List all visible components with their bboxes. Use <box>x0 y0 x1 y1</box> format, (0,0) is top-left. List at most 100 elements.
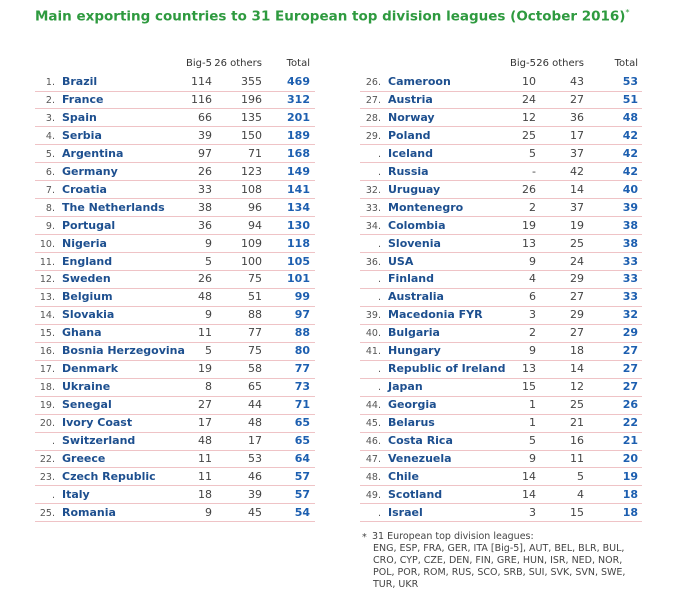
country: Ghana <box>62 326 102 340</box>
cell: 27 <box>570 92 584 106</box>
column-header: Total <box>286 58 310 69</box>
rank: 23. <box>39 471 55 483</box>
rank: 10. <box>39 238 55 250</box>
country: Senegal <box>62 398 112 412</box>
rank: . <box>377 166 381 178</box>
cell: 51 <box>622 92 638 106</box>
rank: 34. <box>365 220 381 232</box>
rank: 5. <box>45 148 55 160</box>
cell: 149 <box>287 164 310 178</box>
cell: 66 <box>198 110 212 124</box>
country: Ukraine <box>62 380 111 394</box>
row-separator <box>360 287 642 289</box>
cell: 29 <box>570 308 584 322</box>
rank: 7. <box>45 184 55 196</box>
cell: 105 <box>287 254 310 268</box>
country: Serbia <box>62 128 102 142</box>
rank: 11. <box>39 256 55 268</box>
footnote-mark: * <box>362 532 367 543</box>
cell: 26 <box>198 164 212 178</box>
cell: 25 <box>570 236 584 250</box>
rank: . <box>51 489 55 501</box>
cell: 24 <box>522 92 536 106</box>
row-separator <box>360 216 642 218</box>
rank: 39. <box>365 310 381 322</box>
cell: 134 <box>287 200 310 214</box>
row-separator <box>360 198 642 200</box>
cell: 57 <box>294 487 310 501</box>
cell: 2 <box>529 200 536 214</box>
row-separator <box>35 449 315 451</box>
cell: 2 <box>529 326 536 340</box>
row-separator <box>35 252 315 254</box>
cell: 29 <box>622 326 638 340</box>
row-separator <box>35 198 315 200</box>
country: Brazil <box>62 75 98 88</box>
rank: 8. <box>45 202 55 214</box>
row-separator <box>35 485 315 487</box>
title-wrap: Main exporting countries to 31 European … <box>35 6 629 24</box>
title: Main exporting countries to 31 European … <box>35 8 626 25</box>
rank: 13. <box>39 292 55 304</box>
cell: 168 <box>287 146 310 160</box>
rank: . <box>377 148 381 160</box>
cell: 36 <box>570 110 584 124</box>
cell: 33 <box>198 182 212 196</box>
cell: 51 <box>248 290 262 304</box>
cell: 48 <box>198 290 212 304</box>
cell: 11 <box>570 451 584 465</box>
country: Belarus <box>388 416 435 430</box>
rank: 19. <box>39 400 55 412</box>
rank: 14. <box>39 310 55 322</box>
row-separator <box>35 341 315 343</box>
country: Macedonia FYR <box>388 308 483 322</box>
row-separator <box>360 377 642 379</box>
cell: 12 <box>522 110 536 124</box>
country: Norway <box>388 110 435 124</box>
cell: 141 <box>287 182 310 196</box>
cell: 21 <box>622 434 638 447</box>
cell: 12 <box>570 380 584 394</box>
cell: 26 <box>622 398 638 412</box>
cell: 19 <box>622 469 638 483</box>
row-separator <box>360 162 642 164</box>
row-separator <box>360 108 642 110</box>
cell: 37 <box>570 146 584 160</box>
cell: 48 <box>248 416 262 430</box>
rank: . <box>377 274 381 286</box>
cell: 13 <box>522 236 536 250</box>
country: Argentina <box>62 146 124 160</box>
cell: 116 <box>191 92 212 106</box>
country: Israel <box>388 505 423 519</box>
cell: 19 <box>522 218 536 232</box>
cell: 19 <box>570 218 584 232</box>
cell: 16 <box>570 434 584 447</box>
row-separator <box>360 305 642 307</box>
country: Italy <box>62 487 90 501</box>
rank: 47. <box>365 453 381 465</box>
cell: 97 <box>294 308 310 322</box>
row-separator <box>360 413 642 415</box>
country: Colombia <box>388 218 446 232</box>
footnote-line: POL, POR, ROM, RUS, SCO, SRB, SUI, SVK, … <box>373 567 626 578</box>
cell: 101 <box>287 272 310 286</box>
cell: 33 <box>622 290 638 304</box>
cell: 118 <box>287 236 310 250</box>
cell: 4 <box>577 487 584 501</box>
cell: 109 <box>241 236 262 250</box>
cell: 25 <box>570 398 584 412</box>
rank: 33. <box>365 202 381 214</box>
column-header: Big-5 <box>186 58 212 69</box>
row-separator <box>360 359 642 361</box>
country: Poland <box>388 128 431 142</box>
rank: 25. <box>39 507 55 519</box>
cell: 21 <box>570 416 584 430</box>
cell: 39 <box>622 200 638 214</box>
row-separator <box>360 449 642 451</box>
cell: 5 <box>529 146 536 160</box>
country: Georgia <box>388 398 437 412</box>
rank: 17. <box>39 364 55 376</box>
cell: 130 <box>287 218 310 232</box>
row-separator <box>360 503 642 505</box>
cell: 38 <box>622 218 638 232</box>
